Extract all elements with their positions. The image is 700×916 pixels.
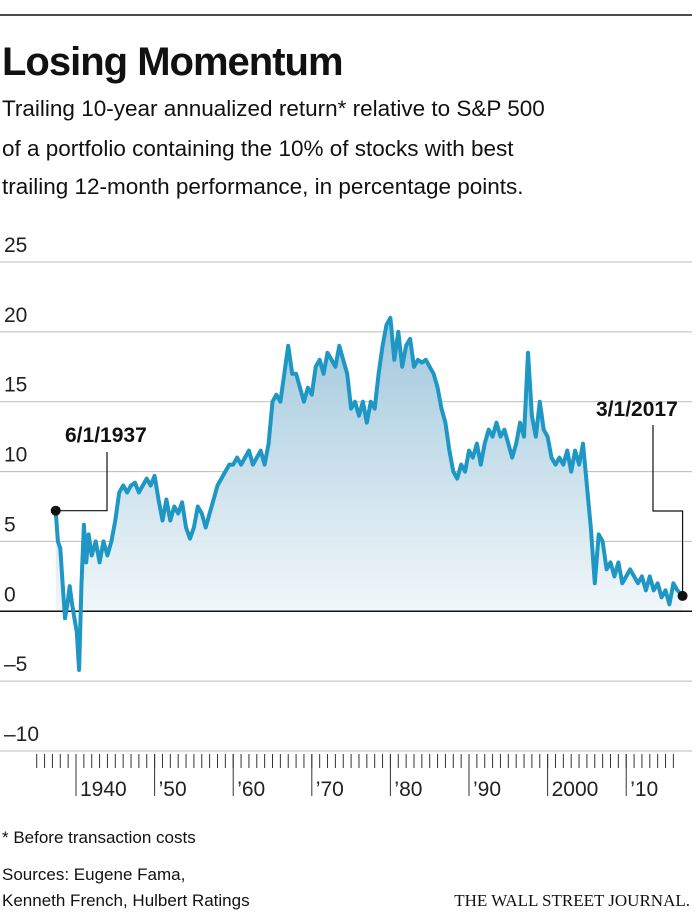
- subtitle: trailing 12-month performance, in percen…: [2, 174, 524, 199]
- y-tick-label: 10: [4, 444, 27, 467]
- subtitle: Trailing 10-year annualized return* rela…: [2, 96, 545, 121]
- end-dot: [677, 590, 688, 601]
- x-tick-label: 1940: [80, 778, 127, 801]
- x-tick-label: 2000: [552, 778, 599, 801]
- x-tick-label: ’90: [473, 778, 501, 801]
- x-tick-label: ’80: [394, 778, 422, 801]
- end-dot: [50, 505, 61, 516]
- y-tick-label: –10: [4, 723, 39, 746]
- x-tick-label: ’10: [630, 778, 658, 801]
- source: Kenneth French, Hulbert Ratings: [2, 891, 250, 910]
- leader: [55, 452, 108, 512]
- y-tick-label: 20: [4, 304, 27, 327]
- x-tick-label: ’50: [159, 778, 187, 801]
- x-tick-label: ’60: [237, 778, 265, 801]
- credit: THE WALL STREET JOURNAL.: [454, 891, 690, 910]
- y-tick-label: –5: [4, 653, 27, 676]
- subtitle: of a portfolio containing the 10% of sto…: [2, 136, 514, 161]
- source: Sources: Eugene Fama,: [2, 865, 185, 884]
- y-tick-label: 5: [4, 513, 16, 536]
- x-tick-label: ’70: [316, 778, 344, 801]
- leader: [652, 425, 684, 596]
- y-tick-label: 15: [4, 374, 27, 397]
- plot: –10 –5 0 5 10 15 20 25 1940 ’50 ’60 ’70 ’80 ’90 2000 ’1…: [0, 234, 692, 801]
- y-tick-label: 0: [4, 583, 16, 606]
- annotation: 6/1/1937: [65, 424, 147, 447]
- annotation: 3/1/2017: [596, 398, 678, 421]
- y-tick-label: 25: [4, 234, 27, 257]
- chart-title: Losing Momentum: [2, 40, 343, 84]
- footnote: * Before transaction costs: [2, 828, 196, 847]
- line: [53, 315, 685, 672]
